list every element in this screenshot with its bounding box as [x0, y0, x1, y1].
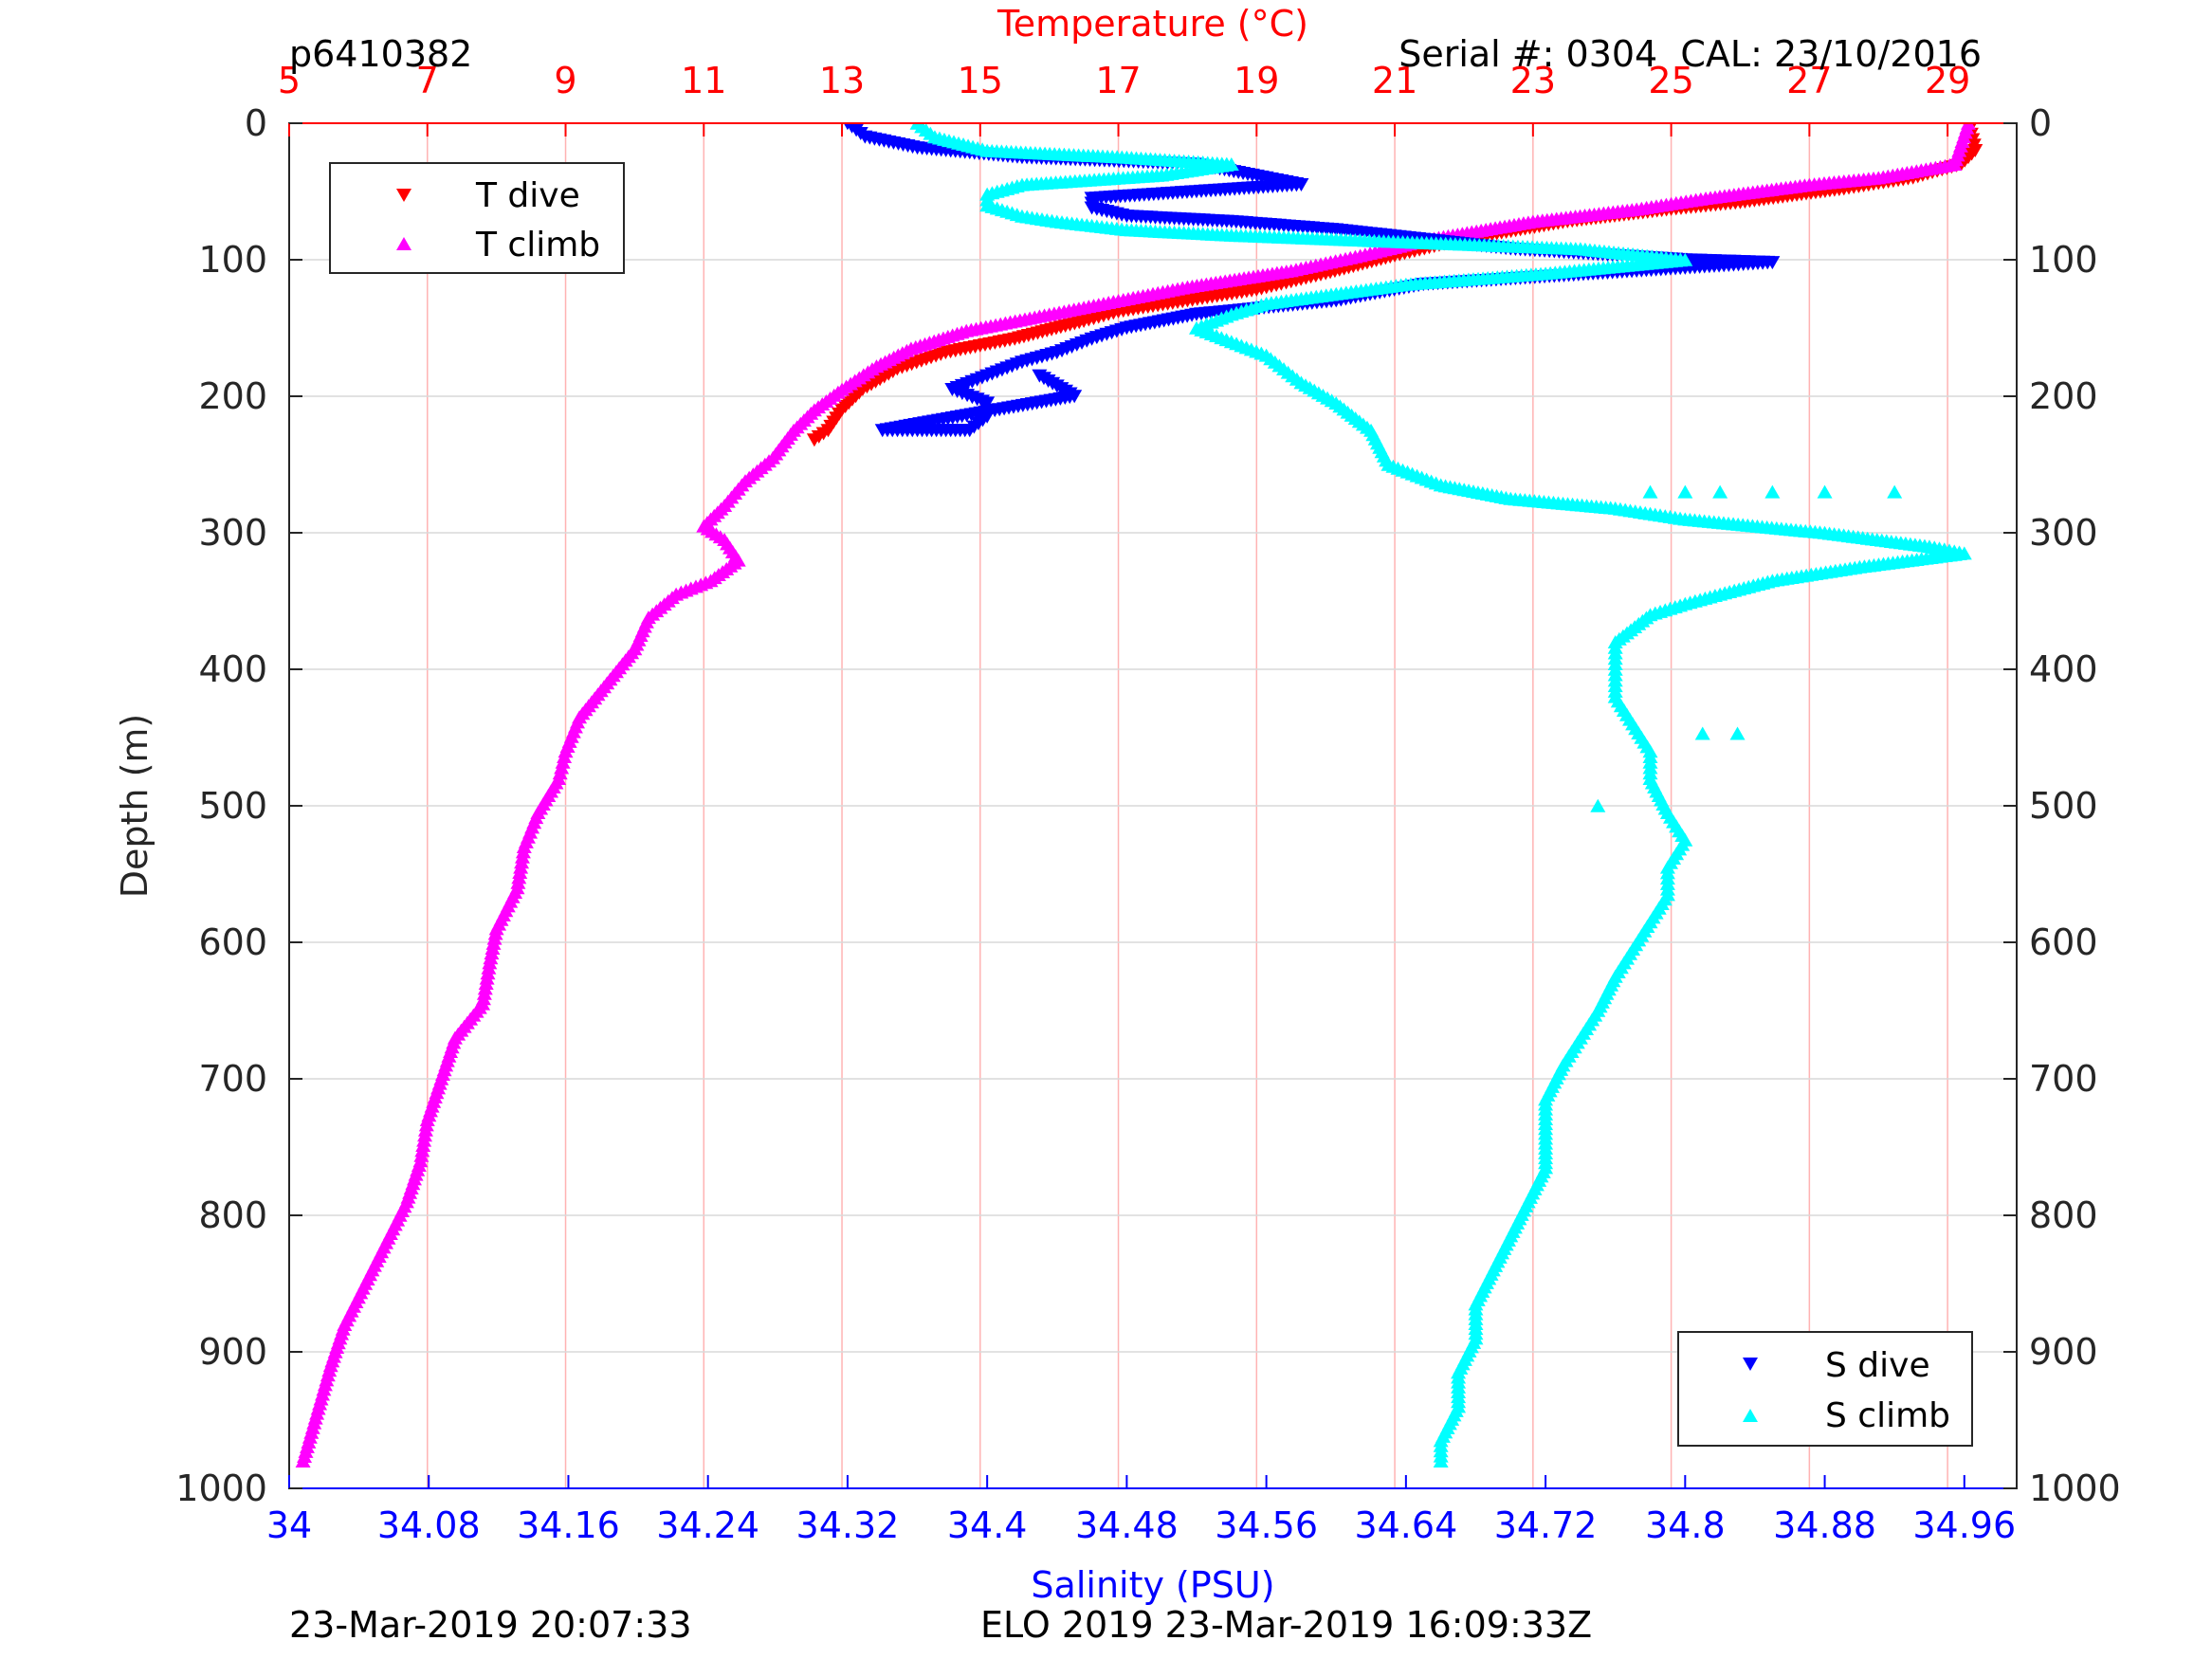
legend-s-dive-label: S dive — [1825, 1346, 1930, 1385]
legend-s-climb-label: S climb — [1825, 1396, 1950, 1435]
depth-tick-label-left: 0 — [245, 102, 267, 144]
data-point — [1433, 1454, 1449, 1468]
depth-tick-label-left: 400 — [198, 648, 267, 690]
data-point — [1887, 484, 1903, 499]
axis-ticks — [288, 122, 2017, 1489]
data-point — [806, 433, 822, 447]
data-point — [1729, 726, 1746, 740]
depth-tick-label-left: 700 — [198, 1058, 267, 1100]
data-point — [979, 396, 996, 410]
sal-tick-label: 34.08 — [377, 1504, 481, 1546]
depth-axis-label: Depth (m) — [114, 714, 155, 899]
salinity-axis-label: Salinity (PSU) — [1031, 1564, 1274, 1606]
depth-tick-label-left: 100 — [198, 239, 267, 281]
depth-tick-label-left: 600 — [198, 921, 267, 963]
data-series — [295, 123, 1983, 1468]
legend-t-climb-label: T climb — [475, 226, 600, 264]
data-point — [295, 1454, 311, 1468]
temp-tick-label: 5 — [278, 60, 301, 101]
series-s-climb — [909, 123, 1972, 1468]
data-point — [1642, 484, 1658, 499]
temp-tick-label: 29 — [1925, 60, 1970, 101]
temp-tick-label: 23 — [1510, 60, 1556, 101]
depth-tick-label-right: 300 — [2029, 512, 2098, 554]
depth-tick-label-left: 300 — [198, 512, 267, 554]
temp-tick-label: 25 — [1648, 60, 1693, 101]
sal-tick-label: 34 — [266, 1504, 312, 1546]
depth-tick-label-left: 200 — [198, 375, 267, 417]
sal-tick-label: 34.8 — [1645, 1504, 1726, 1546]
depth-tick-label-right: 700 — [2029, 1058, 2098, 1100]
depth-tick-label-right: 500 — [2029, 785, 2098, 827]
sal-tick-label: 34.56 — [1215, 1504, 1318, 1546]
depth-tick-label-left: 1000 — [175, 1468, 267, 1509]
legend-salinity: S dive S climb — [1677, 1331, 1973, 1447]
sal-tick-label: 34.32 — [796, 1504, 900, 1546]
data-point — [1590, 798, 1606, 812]
depth-tick-label-right: 900 — [2029, 1331, 2098, 1373]
temp-tick-label: 27 — [1786, 60, 1832, 101]
series-s-outliers — [1590, 484, 1903, 812]
legend-t-climb-marker — [396, 237, 411, 250]
legend-t-dive-label: T dive — [475, 176, 580, 215]
legend-s-climb-marker — [1743, 1409, 1758, 1422]
data-point — [1817, 484, 1833, 499]
temp-tick-label: 11 — [681, 60, 726, 101]
legend-s-dive-marker — [1743, 1358, 1758, 1371]
depth-tick-label-left: 500 — [198, 785, 267, 827]
serial-calibration: Serial #: 0304 CAL: 23/10/2016 — [1398, 33, 1982, 75]
depth-tick-label-left: 800 — [198, 1194, 267, 1236]
legend-t-dive-marker — [396, 189, 411, 202]
temp-tick-label: 17 — [1095, 60, 1141, 101]
depth-tick-label-right: 200 — [2029, 375, 2098, 417]
sal-tick-label: 34.4 — [947, 1504, 1028, 1546]
temp-tick-label: 9 — [554, 60, 576, 101]
sal-tick-label: 34.48 — [1075, 1504, 1179, 1546]
temp-tick-label: 15 — [958, 60, 1003, 101]
depth-tick-label-right: 600 — [2029, 921, 2098, 963]
data-point — [1712, 484, 1728, 499]
data-point — [1764, 484, 1781, 499]
depth-tick-label-right: 400 — [2029, 648, 2098, 690]
series-t-climb — [295, 123, 1976, 1468]
depth-tick-label-right: 1000 — [2029, 1468, 2121, 1509]
depth-tick-label-left: 900 — [198, 1331, 267, 1373]
sal-tick-label: 34.96 — [1912, 1504, 2016, 1546]
depth-tick-label-right: 0 — [2029, 102, 2052, 144]
depth-tick-label-right: 800 — [2029, 1194, 2098, 1236]
footer-timestamp: 23-Mar-2019 20:07:33 — [289, 1604, 692, 1646]
footer-mission: ELO 2019 23-Mar-2019 16:09:33Z — [980, 1604, 1592, 1646]
profile-id: p6410382 — [289, 33, 472, 75]
axis-tick-labels: 5 7 9 11 13 15 17 19 21 23 25 27 29 34 34.08 34.16 34.24… — [175, 60, 2120, 1546]
data-point — [1032, 369, 1048, 383]
sal-tick-label: 34.72 — [1494, 1504, 1598, 1546]
temp-tick-label: 19 — [1234, 60, 1279, 101]
sal-tick-label: 34.64 — [1354, 1504, 1457, 1546]
grid-lines — [288, 122, 2017, 1489]
temp-tick-label: 7 — [416, 60, 439, 101]
legend-temperature: T dive T climb — [329, 162, 625, 274]
temp-tick-label: 13 — [819, 60, 865, 101]
depth-tick-label-right: 100 — [2029, 239, 2098, 281]
sal-tick-label: 34.88 — [1773, 1504, 1876, 1546]
data-point — [1677, 484, 1693, 499]
legend-salinity-box — [1677, 1331, 1973, 1447]
legend-temperature-box — [329, 162, 625, 274]
temperature-axis-label: Temperature (°C) — [996, 3, 1308, 45]
sal-tick-label: 34.16 — [517, 1504, 620, 1546]
sal-tick-label: 34.24 — [656, 1504, 759, 1546]
temp-tick-label: 21 — [1372, 60, 1417, 101]
data-point — [1694, 726, 1710, 740]
